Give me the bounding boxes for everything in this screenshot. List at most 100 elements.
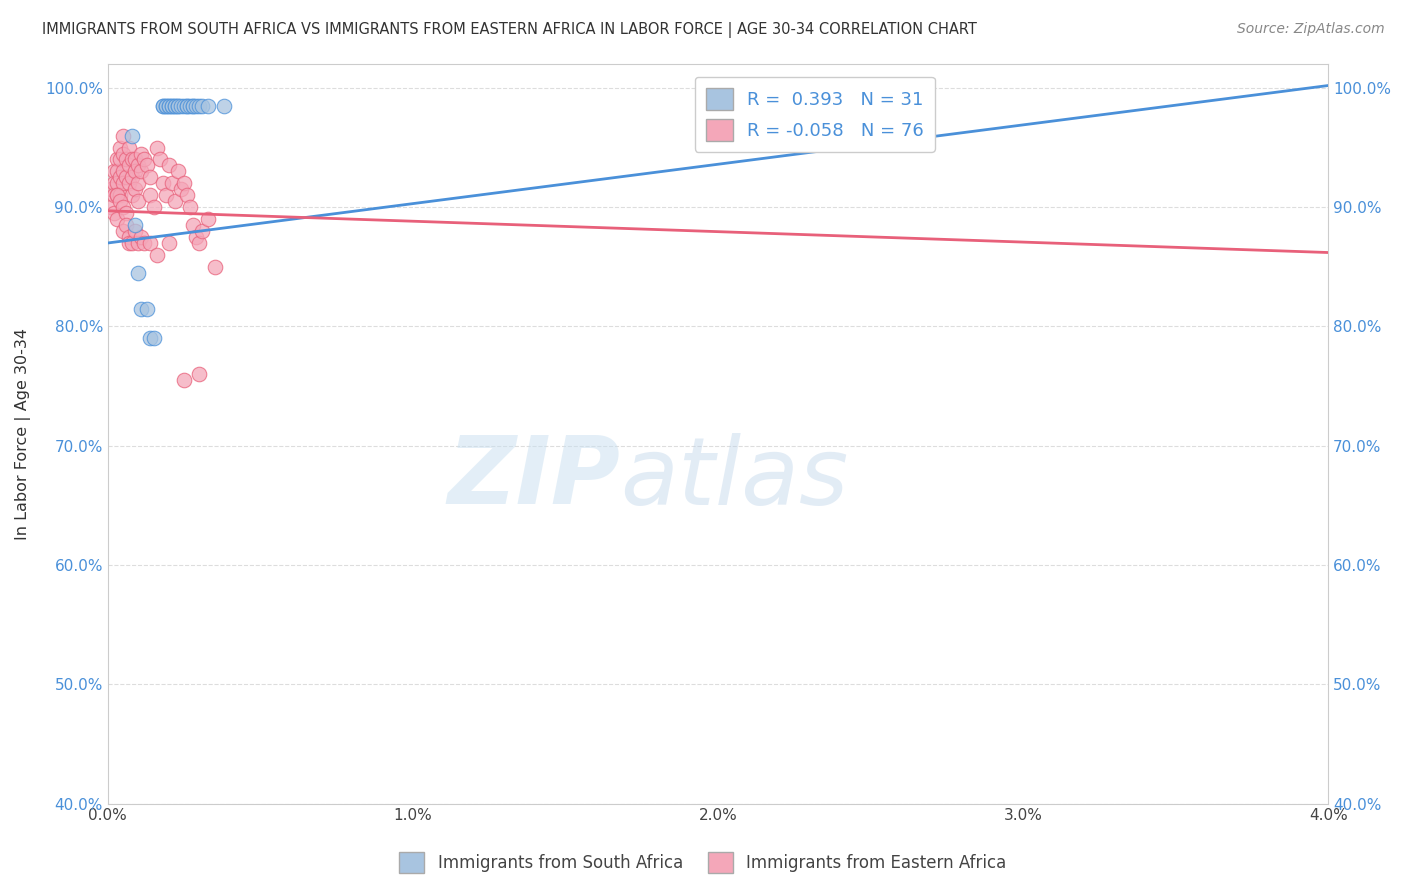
- Point: [127, 158, 149, 172]
- Point: [157, 99, 180, 113]
- Legend: Immigrants from South Africa, Immigrants from Eastern Africa: Immigrants from South Africa, Immigrants…: [392, 846, 1014, 880]
- Point: [197, 212, 219, 227]
- Point: [167, 164, 190, 178]
- Point: [167, 99, 190, 113]
- Point: [127, 266, 149, 280]
- Point: [118, 235, 141, 250]
- Point: [155, 99, 177, 113]
- Point: [108, 140, 131, 154]
- Point: [173, 177, 195, 191]
- Point: [160, 99, 183, 113]
- Point: [121, 188, 143, 202]
- Point: [191, 224, 214, 238]
- Point: [108, 188, 131, 202]
- Point: [111, 128, 134, 143]
- Point: [111, 177, 134, 191]
- Point: [145, 140, 167, 154]
- Point: [188, 99, 211, 113]
- Point: [121, 170, 143, 185]
- Point: [124, 224, 146, 238]
- Point: [124, 182, 146, 196]
- Point: [118, 140, 141, 154]
- Point: [157, 158, 180, 172]
- Legend: R =  0.393   N = 31, R = -0.058   N = 76: R = 0.393 N = 31, R = -0.058 N = 76: [695, 77, 935, 152]
- Point: [103, 164, 125, 178]
- Point: [105, 188, 128, 202]
- Point: [139, 170, 162, 185]
- Point: [115, 170, 138, 185]
- Point: [100, 200, 122, 214]
- Point: [121, 128, 143, 143]
- Point: [157, 235, 180, 250]
- Point: [186, 99, 208, 113]
- Point: [160, 177, 183, 191]
- Text: ZIP: ZIP: [447, 433, 620, 524]
- Point: [186, 230, 208, 244]
- Point: [111, 164, 134, 178]
- Point: [179, 200, 201, 214]
- Point: [145, 248, 167, 262]
- Point: [155, 99, 177, 113]
- Point: [197, 99, 219, 113]
- Point: [139, 331, 162, 345]
- Point: [111, 200, 134, 214]
- Point: [176, 188, 198, 202]
- Point: [105, 153, 128, 167]
- Point: [142, 331, 165, 345]
- Point: [179, 99, 201, 113]
- Text: IMMIGRANTS FROM SOUTH AFRICA VS IMMIGRANTS FROM EASTERN AFRICA IN LABOR FORCE | : IMMIGRANTS FROM SOUTH AFRICA VS IMMIGRAN…: [42, 22, 977, 38]
- Point: [204, 260, 226, 274]
- Point: [115, 206, 138, 220]
- Point: [118, 158, 141, 172]
- Point: [163, 194, 186, 209]
- Point: [105, 212, 128, 227]
- Point: [121, 153, 143, 167]
- Point: [108, 153, 131, 167]
- Text: Source: ZipAtlas.com: Source: ZipAtlas.com: [1237, 22, 1385, 37]
- Point: [167, 99, 190, 113]
- Point: [111, 224, 134, 238]
- Point: [131, 164, 153, 178]
- Point: [100, 182, 122, 196]
- Point: [108, 194, 131, 209]
- Point: [152, 177, 174, 191]
- Point: [136, 158, 159, 172]
- Point: [124, 153, 146, 167]
- Y-axis label: In Labor Force | Age 30-34: In Labor Force | Age 30-34: [15, 328, 31, 540]
- Point: [157, 99, 180, 113]
- Point: [111, 146, 134, 161]
- Point: [134, 153, 156, 167]
- Point: [131, 146, 153, 161]
- Point: [191, 99, 214, 113]
- Point: [163, 99, 186, 113]
- Point: [176, 99, 198, 113]
- Point: [149, 153, 172, 167]
- Point: [160, 99, 183, 113]
- Point: [142, 200, 165, 214]
- Point: [152, 99, 174, 113]
- Point: [170, 99, 193, 113]
- Point: [124, 164, 146, 178]
- Text: atlas: atlas: [620, 433, 849, 524]
- Point: [105, 188, 128, 202]
- Point: [103, 188, 125, 202]
- Point: [124, 218, 146, 232]
- Point: [127, 194, 149, 209]
- Point: [173, 373, 195, 387]
- Point: [108, 170, 131, 185]
- Point: [181, 218, 204, 232]
- Point: [136, 301, 159, 316]
- Point: [155, 188, 177, 202]
- Point: [105, 177, 128, 191]
- Point: [131, 301, 153, 316]
- Point: [173, 99, 195, 113]
- Point: [170, 182, 193, 196]
- Point: [105, 164, 128, 178]
- Point: [103, 177, 125, 191]
- Point: [181, 99, 204, 113]
- Point: [176, 99, 198, 113]
- Point: [181, 99, 204, 113]
- Point: [121, 235, 143, 250]
- Point: [118, 177, 141, 191]
- Point: [188, 368, 211, 382]
